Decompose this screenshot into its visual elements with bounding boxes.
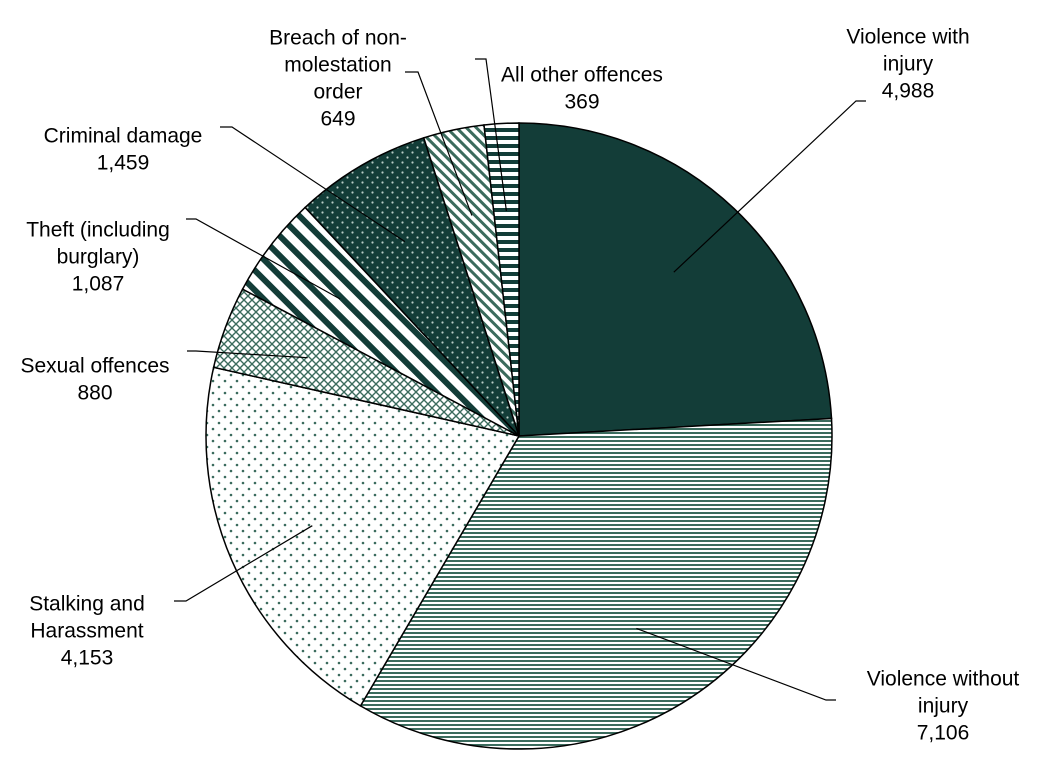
pie-slice: [518, 122, 833, 437]
leader-line: [405, 71, 473, 216]
leader-line: [186, 218, 341, 300]
slice-labels: Violence with injury 4,988 Violence without…: [20, 25, 1019, 744]
leader-line: [636, 627, 836, 701]
leader-line: [475, 58, 507, 212]
slice-category-label: order: [313, 80, 362, 103]
slice-category-label: Criminal damage: [44, 124, 203, 147]
pie-slice: [304, 136, 520, 437]
pie-slices: [205, 122, 833, 750]
slice-category-label: Sexual offences: [20, 354, 169, 377]
slice-value-label: 369: [564, 90, 599, 113]
slice-category-label: Violence with: [846, 25, 969, 48]
slice-category-label: molestation: [284, 53, 391, 76]
leader-lines: [174, 58, 866, 701]
pie-slice: [359, 417, 833, 750]
leader-line: [220, 126, 406, 243]
slice-value-label: 4,988: [882, 79, 935, 102]
slice-value-label: 1,459: [97, 151, 150, 174]
slice-category-label: Harassment: [30, 619, 143, 642]
slice-category-label: Violence without: [867, 667, 1020, 690]
leader-line: [174, 525, 313, 602]
slice-value-label: 4,153: [61, 646, 114, 669]
leader-line: [673, 100, 866, 273]
slice-category-label: injury: [883, 52, 934, 75]
leader-line: [187, 350, 308, 359]
slice-category-label: Stalking and: [29, 592, 145, 615]
slice-category-label: burglary): [57, 245, 140, 268]
slice-value-label: 7,106: [917, 721, 970, 744]
pie-slice: [205, 366, 521, 707]
slice-value-label: 1,087: [72, 272, 125, 295]
slice-category-label: Theft (including: [26, 218, 170, 241]
slice-category-label: Breach of non-: [269, 26, 407, 49]
slice-value-label: 649: [320, 107, 355, 130]
slice-value-label: 880: [77, 381, 112, 404]
slice-category-label: injury: [918, 694, 969, 717]
pie-slice: [483, 122, 520, 437]
slice-category-label: All other offences: [501, 63, 663, 86]
